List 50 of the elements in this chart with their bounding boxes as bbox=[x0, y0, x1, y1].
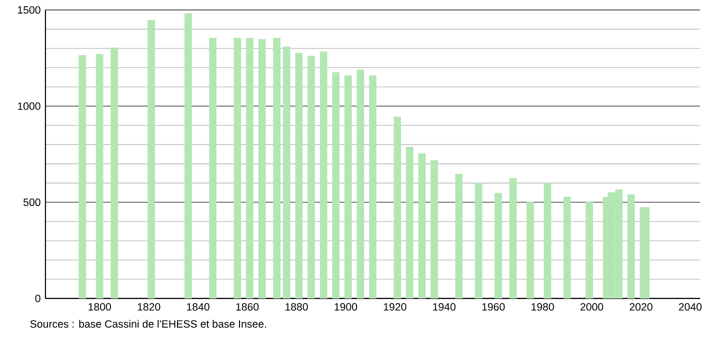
x-tick-label: 2000 bbox=[580, 303, 604, 311]
x-tick-label: 1880 bbox=[285, 303, 308, 311]
bar bbox=[148, 20, 155, 298]
bar bbox=[418, 153, 426, 298]
x-tick-label: 2040 bbox=[678, 303, 702, 311]
y-tick-label: 0 bbox=[35, 294, 40, 302]
bar bbox=[509, 178, 517, 298]
x-tick-label: 1900 bbox=[334, 303, 358, 311]
bar bbox=[586, 201, 594, 298]
bar bbox=[282, 46, 290, 298]
bar bbox=[209, 38, 216, 298]
x-tick-label: 1980 bbox=[532, 303, 554, 311]
x-tick-label: 1920 bbox=[384, 303, 406, 311]
bar bbox=[320, 52, 328, 298]
bar bbox=[184, 13, 192, 298]
x-tick-label: 1820 bbox=[138, 303, 160, 311]
bar bbox=[406, 146, 414, 298]
bar bbox=[394, 116, 402, 298]
source-note: Sources : base Cassini de l'EHESS et base Insee. bbox=[30, 320, 266, 328]
x-tick-label: 1940 bbox=[433, 303, 456, 311]
x-tick-label: 1800 bbox=[88, 303, 111, 311]
bar bbox=[110, 47, 118, 298]
bar bbox=[78, 55, 86, 298]
bar bbox=[430, 160, 438, 298]
bar bbox=[234, 38, 242, 298]
bar bbox=[494, 192, 502, 298]
bar bbox=[526, 202, 534, 298]
x-tick-label: 1840 bbox=[187, 303, 210, 311]
x-tick-label: 2020 bbox=[630, 303, 652, 311]
bar bbox=[344, 75, 352, 298]
x-tick-label: 1960 bbox=[482, 303, 505, 311]
bar bbox=[332, 72, 340, 298]
y-tick-label: 1000 bbox=[18, 102, 40, 110]
bar bbox=[96, 54, 104, 298]
bar bbox=[246, 38, 254, 298]
bar bbox=[258, 39, 266, 298]
bar bbox=[544, 182, 552, 298]
y-tick-label: 1500 bbox=[18, 6, 40, 14]
bar bbox=[455, 174, 463, 298]
bar bbox=[295, 52, 303, 298]
bar bbox=[273, 38, 280, 298]
bar bbox=[308, 56, 315, 298]
x-tick-label: 1860 bbox=[236, 303, 259, 311]
y-tick-label: 500 bbox=[23, 198, 40, 206]
bar bbox=[356, 69, 364, 298]
bar bbox=[642, 207, 650, 298]
bar bbox=[563, 196, 571, 298]
bar bbox=[627, 194, 635, 298]
bar bbox=[474, 182, 482, 298]
bar bbox=[369, 75, 376, 298]
